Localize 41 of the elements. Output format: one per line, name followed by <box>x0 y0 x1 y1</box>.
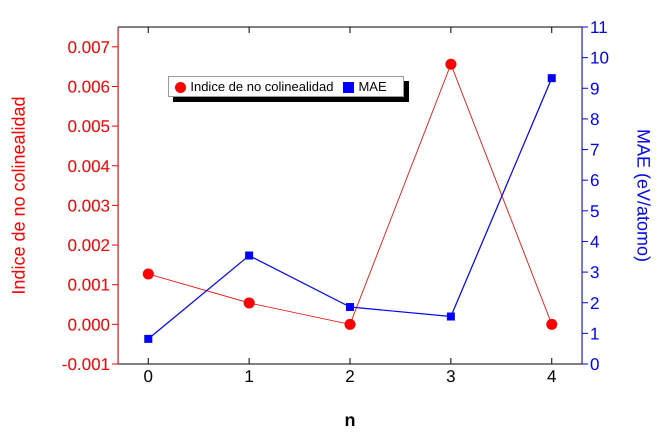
point <box>144 334 152 343</box>
y2-tick-label: 7 <box>590 140 600 160</box>
point <box>446 312 455 321</box>
y-tick-label: 0.001 <box>67 276 110 295</box>
y2-tick-label: 1 <box>590 324 600 344</box>
legend-label: MAE <box>358 79 387 94</box>
y2-axis-title: MAE (eV/atomo) <box>634 128 654 262</box>
point <box>142 268 154 280</box>
y-tick-label: 0.006 <box>67 78 110 97</box>
y2-tick-label: 6 <box>590 171 600 190</box>
y-tick-label: 0.007 <box>67 38 110 57</box>
y-tick-label: 0.003 <box>67 196 110 216</box>
y2-tick-label: 9 <box>590 79 600 98</box>
y-tick-label: 0.000 <box>67 315 110 334</box>
point <box>546 318 558 330</box>
y-tick-label: -0.001 <box>62 355 110 374</box>
point <box>346 303 354 312</box>
x-axis-title: n <box>344 410 356 430</box>
point <box>445 58 456 70</box>
y2-tick-label: 11 <box>590 18 608 38</box>
y2-tick-label: 4 <box>590 232 600 252</box>
x-tick-label: 4 <box>547 367 556 386</box>
y2-tick-label: 8 <box>590 110 600 129</box>
y2-tick-label: 10 <box>590 48 609 68</box>
y2-tick-label: 3 <box>590 263 600 282</box>
y-tick-label: 0.002 <box>67 236 110 256</box>
x-tick-label: 0 <box>144 367 153 386</box>
x-tick-label: 1 <box>244 367 254 386</box>
y-tick-label: 0.004 <box>67 156 110 176</box>
point <box>244 297 255 308</box>
legend-label: Indice de no colinealidad <box>190 79 334 94</box>
y2-tick-label: 0 <box>590 355 600 374</box>
x-tick-label: 3 <box>446 367 456 386</box>
y2-tick-label: 5 <box>590 202 600 221</box>
x-tick-label: 2 <box>345 367 355 386</box>
point <box>548 74 556 82</box>
point <box>245 252 254 260</box>
y-tick-label: 0.005 <box>67 117 110 136</box>
y2-tick-label: 2 <box>590 294 600 313</box>
point <box>344 318 356 330</box>
y-axis-title: Indice de no colinealidad <box>8 96 28 295</box>
